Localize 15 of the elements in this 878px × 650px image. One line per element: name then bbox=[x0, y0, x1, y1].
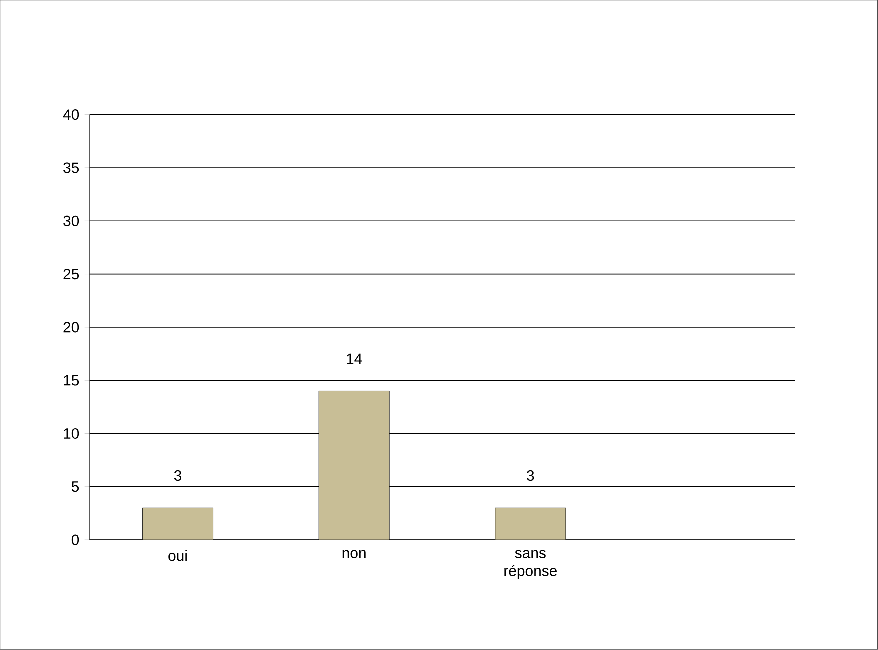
data-label: 3 bbox=[527, 470, 534, 482]
data-label: 3 bbox=[174, 470, 182, 482]
y-tick-label: 10 bbox=[64, 428, 80, 440]
y-tick-label: 15 bbox=[64, 375, 80, 386]
y-tick-label: 30 bbox=[64, 216, 80, 226]
y-tick-label: 20 bbox=[64, 322, 80, 333]
y-tick-label: 35 bbox=[64, 162, 80, 174]
y-tick-label: 5 bbox=[72, 482, 80, 492]
x-tick-label: sans réponse bbox=[504, 550, 558, 580]
y-tick-label: 40 bbox=[63, 110, 80, 120]
y-tick-label: 25 bbox=[64, 269, 80, 280]
y-tick-label: 0 bbox=[72, 534, 80, 546]
x-tick-label: non bbox=[342, 550, 366, 558]
x-tick-label: oui bbox=[168, 550, 187, 562]
data-label: 14 bbox=[347, 354, 362, 364]
